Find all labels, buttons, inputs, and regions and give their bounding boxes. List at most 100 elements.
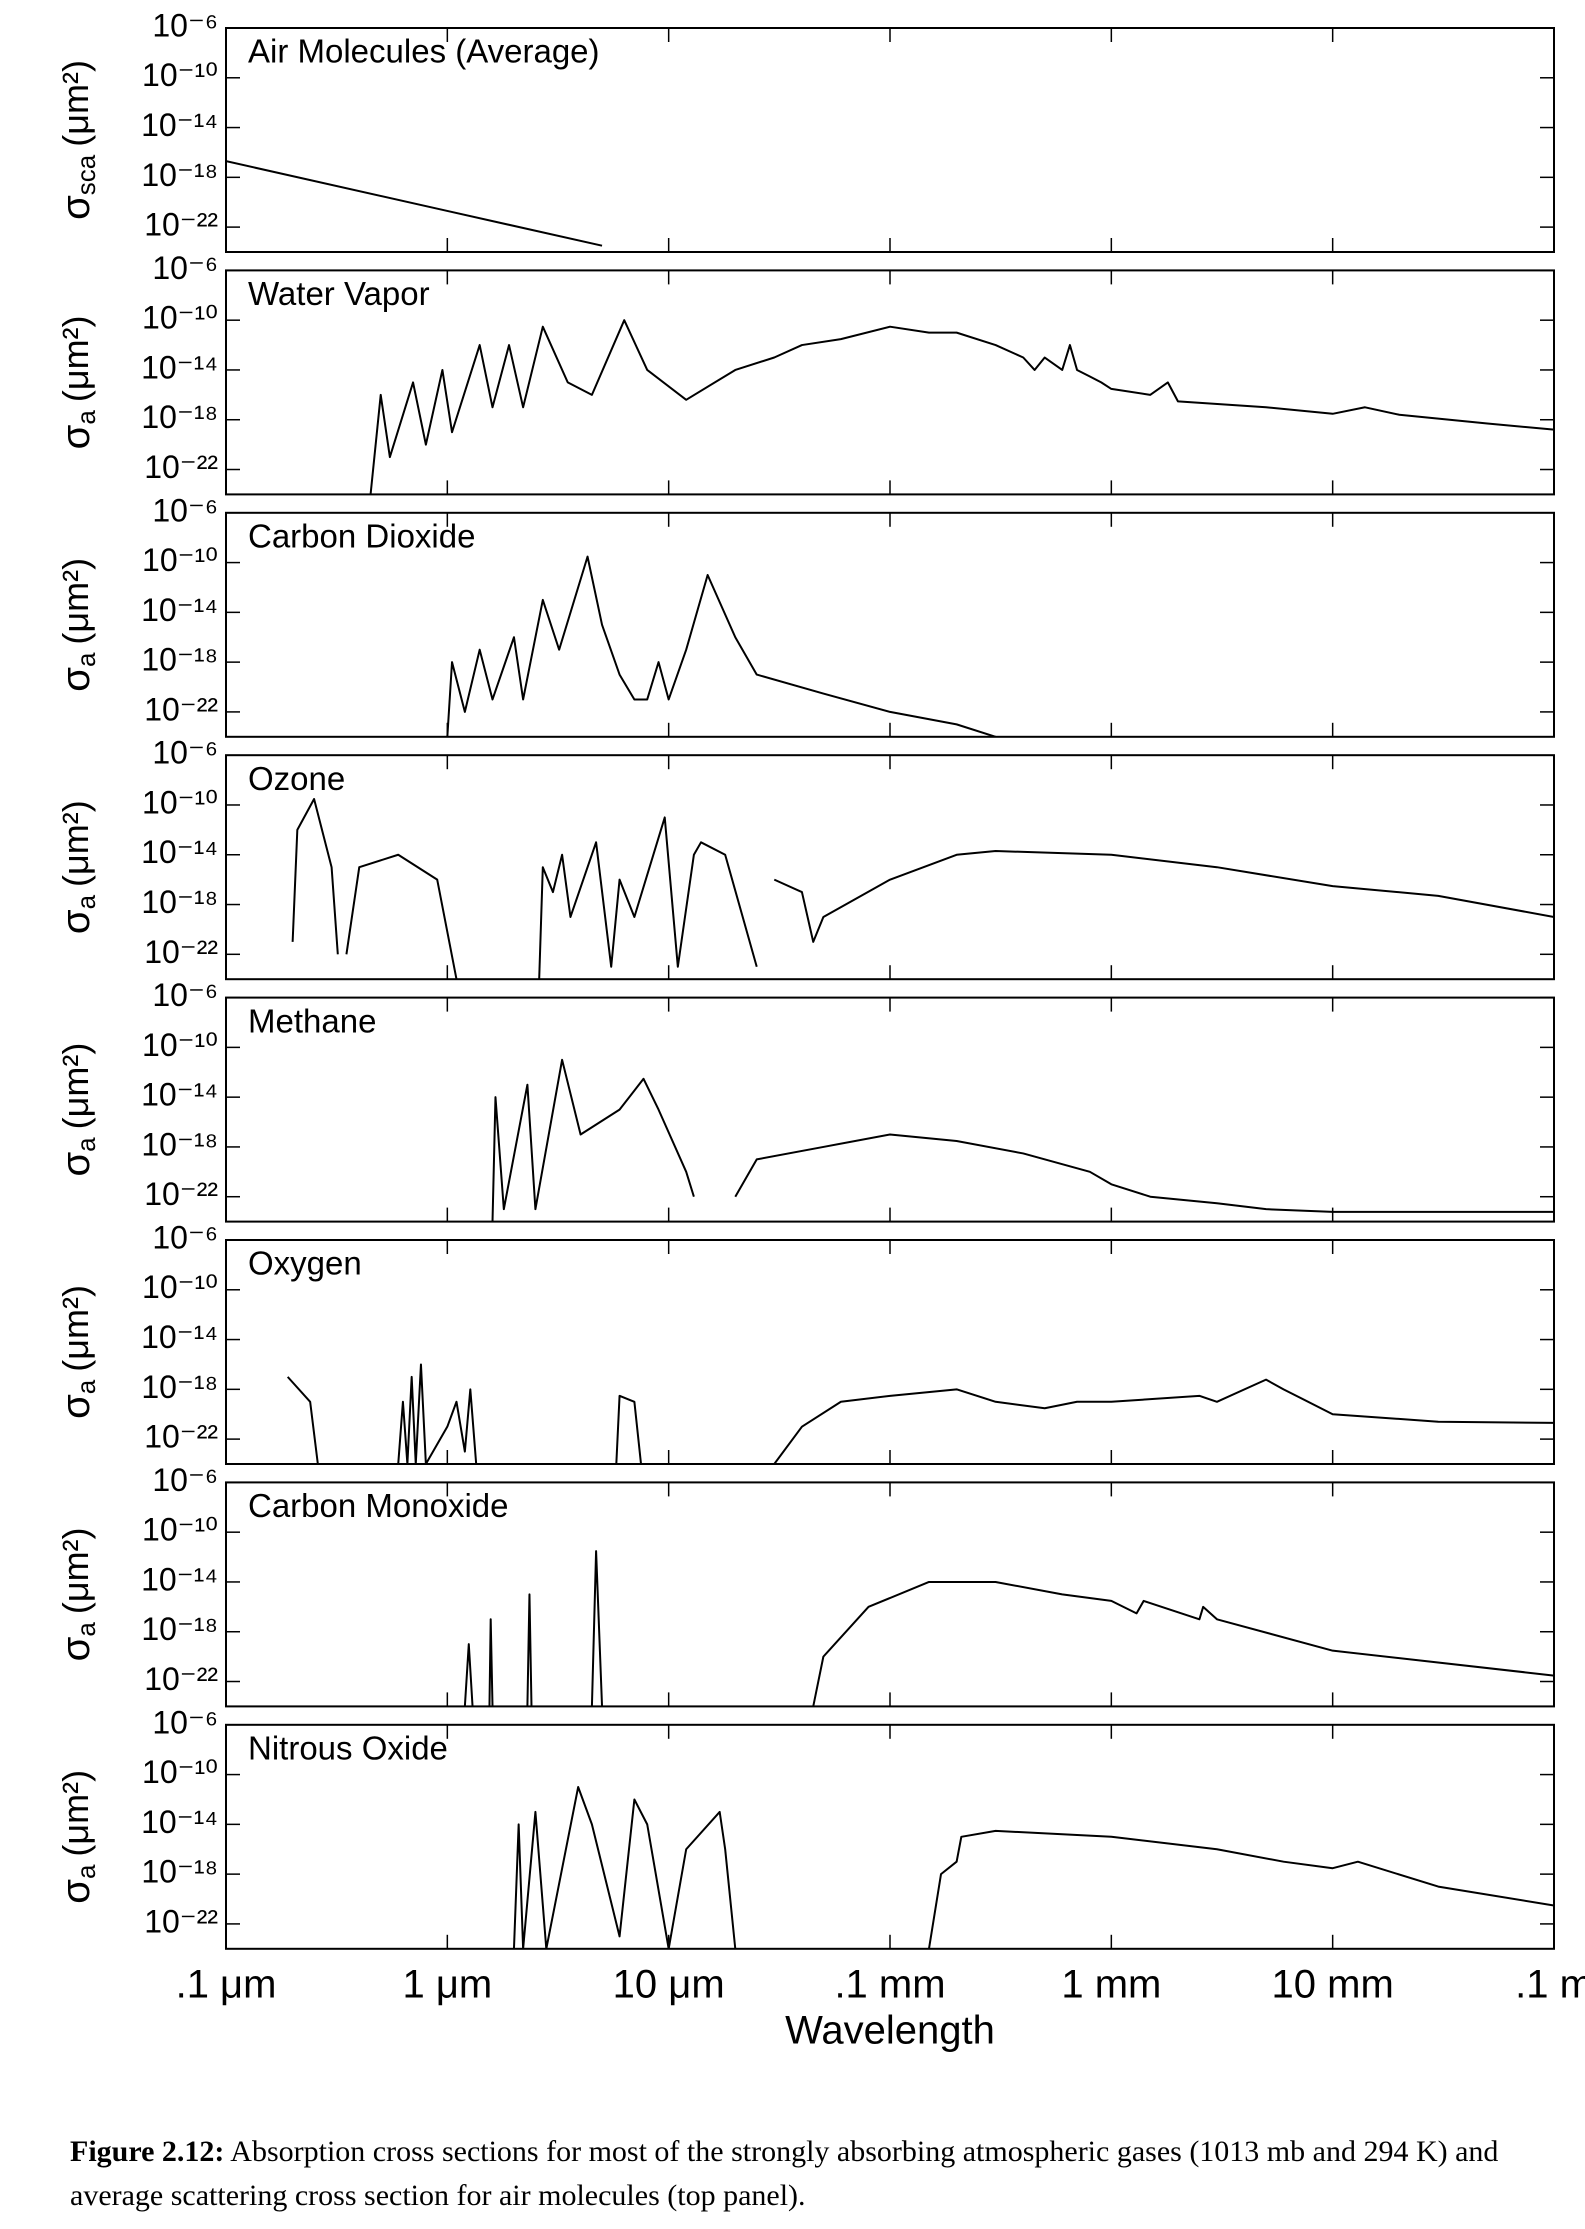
y-tick-label: 10⁻¹⁴ <box>141 1319 218 1355</box>
y-tick-label: 10⁻¹⁴ <box>141 1561 218 1597</box>
y-tick-label: 10⁻¹⁰ <box>142 784 218 820</box>
y-axis-subscript: a <box>71 894 101 909</box>
y-axis-subscript: a <box>71 1622 101 1637</box>
y-tick-label: 10⁻²² <box>144 449 218 485</box>
y-tick-label: 10⁻²² <box>144 1419 218 1455</box>
y-axis-unit: (μm²) <box>55 558 96 645</box>
y-tick-label: 10⁻¹⁴ <box>141 1804 218 1840</box>
panel: 10⁻⁶ 10⁻¹⁰ 10⁻¹⁴ 10⁻¹⁸ 10⁻²² .1 μm 1 μm 10 μm .1… <box>54 1704 1585 2052</box>
y-tick-label: 10⁻¹⁸ <box>141 642 218 678</box>
data-line <box>226 160 603 247</box>
y-tick-label: 10⁻⁶ <box>152 1704 218 1740</box>
caption-label: Figure 2.12: <box>70 2135 225 2168</box>
panel-title: Air Molecules (Average) <box>248 33 600 70</box>
y-tick-label: 10⁻²² <box>144 691 218 727</box>
panel: 10⁻⁶ 10⁻¹⁰ 10⁻¹⁴ 10⁻¹⁸ 10⁻²² Carbon Monoxide σ… <box>54 1462 1555 1708</box>
x-tick-label: 10 μm <box>613 1962 725 2006</box>
panel-title: Ozone <box>248 760 345 797</box>
y-tick-label: 10⁻⁶ <box>152 1219 218 1255</box>
y-tick-label: 10⁻²² <box>144 1661 218 1697</box>
y-axis-label: σa (μm²) <box>54 1770 101 1904</box>
x-tick-label: .1 m <box>1515 1962 1585 2006</box>
y-axis-label: σa (μm²) <box>54 800 101 934</box>
y-axis-subscript: a <box>71 410 101 425</box>
panel-title: Carbon Dioxide <box>248 518 475 555</box>
panel: 10⁻⁶ 10⁻¹⁰ 10⁻¹⁴ 10⁻¹⁸ 10⁻²² Methane σa (μm²) <box>54 977 1555 1223</box>
x-axis-label: Wavelength <box>785 2008 995 2052</box>
data-line <box>291 798 1554 980</box>
y-axis-symbol: σ <box>54 1394 98 1419</box>
y-tick-label: 10⁻⁶ <box>152 492 218 528</box>
y-axis-subscript: a <box>71 1379 101 1394</box>
y-axis-symbol: σ <box>54 195 98 220</box>
data-line <box>491 1058 1554 1222</box>
y-tick-label: 10⁻¹⁸ <box>141 884 218 920</box>
y-axis-label: σa (μm²) <box>54 558 101 692</box>
y-tick-label: 10⁻¹⁰ <box>142 542 218 578</box>
y-axis-subscript: sca <box>71 154 101 195</box>
y-axis-label: σa (μm²) <box>54 1285 101 1419</box>
y-tick-label: 10⁻¹⁴ <box>141 107 218 143</box>
y-tick-label: 10⁻¹⁰ <box>142 1027 218 1063</box>
y-tick-label: 10⁻¹⁸ <box>141 1854 218 1890</box>
data-line <box>512 1786 1554 1949</box>
panel: 10⁻⁶ 10⁻¹⁰ 10⁻¹⁴ 10⁻¹⁸ 10⁻²² Oxygen σa (μm²) <box>54 1219 1555 1465</box>
x-tick-label: .1 μm <box>176 1962 277 2006</box>
panel: 10⁻⁶ 10⁻¹⁰ 10⁻¹⁴ 10⁻¹⁸ 10⁻²² Carbon Dioxide σa… <box>54 492 1555 738</box>
x-tick-label: 1 mm <box>1061 1962 1161 2006</box>
y-tick-label: 10⁻¹⁸ <box>141 1369 218 1405</box>
y-axis-subscript: a <box>71 652 101 667</box>
y-tick-label: 10⁻²² <box>144 1903 218 1939</box>
panel-title: Methane <box>248 1002 376 1039</box>
y-axis-label: σsca (μm²) <box>54 60 101 220</box>
y-tick-label: 10⁻¹⁸ <box>141 157 218 193</box>
panel-title: Carbon Monoxide <box>248 1487 509 1524</box>
y-axis-symbol: σ <box>54 1636 98 1661</box>
y-axis-symbol: σ <box>54 667 98 692</box>
y-axis-symbol: σ <box>54 1152 98 1177</box>
y-axis-label: σa (μm²) <box>54 315 101 449</box>
data-line <box>369 319 1554 495</box>
panel-title: Oxygen <box>248 1245 362 1282</box>
panel: 10⁻⁶ 10⁻¹⁰ 10⁻¹⁴ 10⁻¹⁸ 10⁻²² Water Vapor σa (μm… <box>54 250 1555 496</box>
x-tick-label: 10 mm <box>1272 1962 1394 2006</box>
data-line <box>463 1550 1554 1707</box>
panel: 10⁻⁶ 10⁻¹⁰ 10⁻¹⁴ 10⁻¹⁸ 10⁻²² Ozone σa (μm²) <box>54 735 1555 981</box>
y-tick-label: 10⁻¹⁰ <box>142 1269 218 1305</box>
y-tick-label: 10⁻¹⁰ <box>142 57 218 93</box>
plot-frame <box>225 996 1555 1223</box>
y-axis-unit: (μm²) <box>55 315 96 402</box>
data-line <box>446 555 996 737</box>
x-tick-label: .1 mm <box>834 1962 945 2006</box>
y-axis-symbol: σ <box>54 424 98 449</box>
y-axis-subscript: a <box>71 1864 101 1879</box>
y-axis-unit: (μm²) <box>55 60 96 147</box>
y-tick-label: 10⁻¹⁴ <box>141 592 218 628</box>
y-tick-label: 10⁻¹⁸ <box>141 399 218 435</box>
y-axis-symbol: σ <box>54 909 98 934</box>
y-axis-subscript: a <box>71 1137 101 1152</box>
y-tick-label: 10⁻¹⁰ <box>142 1754 218 1790</box>
panel: 10⁻⁶ 10⁻¹⁰ 10⁻¹⁴ 10⁻¹⁸ 10⁻²² Air Molecules (A… <box>54 7 1555 253</box>
plot-frame <box>225 754 1555 981</box>
y-axis-symbol: σ <box>54 1879 98 1904</box>
panel-title: Nitrous Oxide <box>248 1730 448 1767</box>
y-tick-label: 10⁻¹⁰ <box>142 300 218 336</box>
y-tick-label: 10⁻¹⁴ <box>141 1077 218 1113</box>
y-axis-unit: (μm²) <box>55 1043 96 1130</box>
x-tick-label: 1 μm <box>402 1962 492 2006</box>
y-tick-label: 10⁻²² <box>144 934 218 970</box>
data-line <box>286 1363 1554 1464</box>
y-tick-label: 10⁻¹⁸ <box>141 1126 218 1162</box>
y-tick-label: 10⁻⁶ <box>152 250 218 286</box>
y-tick-label: 10⁻¹⁴ <box>141 834 218 870</box>
caption-text: Absorption cross sections for most of th… <box>70 2135 1499 2212</box>
y-tick-label: 10⁻¹⁴ <box>141 349 218 385</box>
y-tick-label: 10⁻⁶ <box>152 1462 218 1498</box>
y-tick-label: 10⁻⁶ <box>152 977 218 1013</box>
chart: 10⁻⁶ 10⁻¹⁰ 10⁻¹⁴ 10⁻¹⁸ 10⁻²² Air Molecules (A… <box>54 7 1585 2052</box>
y-axis-unit: (μm²) <box>55 800 96 887</box>
y-axis-label: σa (μm²) <box>54 1527 101 1661</box>
y-axis-unit: (μm²) <box>55 1527 96 1614</box>
